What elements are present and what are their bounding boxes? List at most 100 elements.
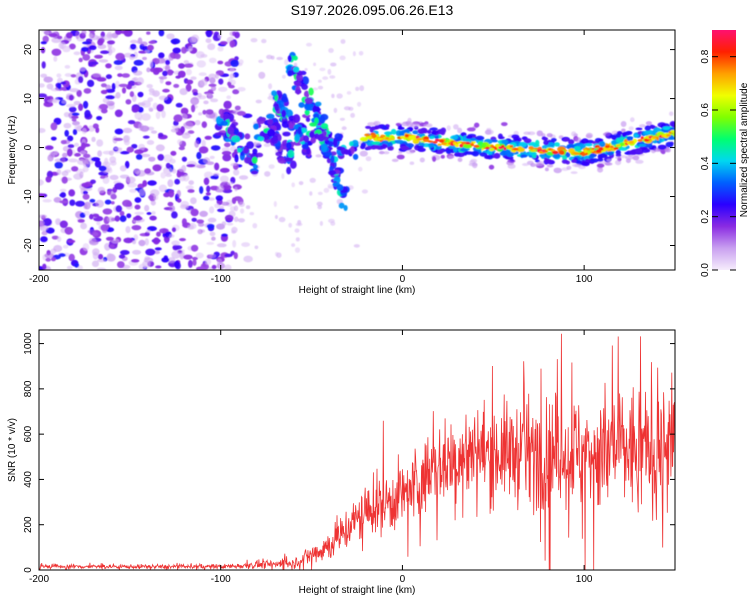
- spectrogram-cell: [313, 62, 317, 67]
- spectrogram-cell: [74, 124, 82, 130]
- x-tick-label: -200: [29, 574, 49, 585]
- spectrogram-cell: [183, 63, 194, 68]
- spectrogram-cell: [350, 112, 355, 118]
- spectrogram-cell: [234, 153, 239, 163]
- spectrogram-cell: [501, 139, 509, 145]
- spectrogram-cell: [304, 68, 308, 71]
- spectrogram-cell: [231, 135, 241, 143]
- spectrogram-cell: [226, 95, 232, 100]
- spectrogram-cell: [397, 126, 405, 130]
- spectrogram-cell: [191, 104, 196, 113]
- spectrogram-cell: [319, 67, 326, 72]
- spectrogram-cell: [124, 160, 130, 169]
- spectrogram-cell: [238, 59, 244, 65]
- colorbar-tick-label: 0.4: [700, 156, 711, 170]
- spectrogram-cell: [200, 78, 208, 86]
- spectrogram-cell: [315, 101, 322, 107]
- spectrogram-cell: [107, 40, 115, 45]
- spectrogram-cell: [101, 108, 108, 114]
- spectrogram-cell: [219, 41, 228, 45]
- spectrogram-cell: [266, 54, 273, 60]
- spectrogram-cell: [351, 139, 359, 147]
- spectrogram-cell: [123, 135, 130, 143]
- spectrogram-cell: [187, 189, 195, 193]
- spectrogram-cell: [315, 154, 322, 158]
- spectrogram-cell: [377, 137, 384, 141]
- spectrogram-cell: [147, 97, 154, 102]
- spectrogram-cell: [423, 123, 432, 127]
- spectrogram-cell: [210, 98, 219, 103]
- spectrogram-cell: [365, 146, 374, 150]
- spectrogram-cell: [240, 208, 245, 214]
- spectrogram-cell: [39, 220, 45, 226]
- spectrogram-cell: [621, 128, 626, 133]
- spectrogram-cell: [518, 146, 523, 151]
- spectrogram-cell: [243, 146, 250, 155]
- spectrogram-cell: [210, 175, 218, 180]
- spectrogram-cell: [551, 150, 559, 155]
- spectrogram-cell: [485, 129, 494, 135]
- spectrogram-cell: [615, 153, 622, 157]
- spectrogram-cell: [57, 82, 62, 90]
- spectrogram-cell: [183, 121, 194, 129]
- spectrogram-cell: [343, 205, 348, 211]
- spectrogram-cell: [253, 164, 259, 170]
- spectrogram-cell: [305, 117, 311, 122]
- spectrogram-cell: [327, 68, 332, 75]
- spectrogram-cell: [470, 143, 475, 147]
- spectrogram-cell: [390, 128, 397, 135]
- spectrogram-cell: [327, 185, 335, 189]
- spectrogram-cell: [97, 258, 107, 263]
- spectrogram-cell: [359, 85, 365, 92]
- spectrogram-cell: [81, 182, 90, 188]
- spectrogram-cell: [317, 85, 324, 90]
- spectrogram-cell: [215, 195, 223, 201]
- spectrogram-cell: [224, 214, 234, 222]
- spectrogram-cell: [163, 166, 173, 175]
- spectrogram-cell: [154, 250, 160, 255]
- spectrogram-cell: [512, 147, 519, 151]
- spectrogram-cell: [42, 218, 52, 227]
- colorbar-tick-label: 0.2: [700, 209, 711, 223]
- spectrogram-cell: [206, 185, 211, 193]
- spectrogram-cell: [465, 135, 473, 139]
- spectrogram-cell: [58, 41, 67, 50]
- spectrogram-cell: [295, 222, 303, 227]
- spectrogram-cell: [83, 153, 91, 158]
- spectrogram-cell: [109, 174, 119, 181]
- spectrogram-cell: [60, 191, 66, 198]
- spectrogram-cell: [60, 157, 66, 163]
- spectrogram-cell: [168, 189, 175, 198]
- spectrogram-cell: [105, 95, 115, 100]
- spectrogram-cell: [298, 181, 304, 186]
- spectrogram-cell: [64, 226, 74, 235]
- spectrogram-cell: [267, 96, 275, 100]
- spectrogram-cell: [188, 180, 194, 186]
- spectrogram-cell: [429, 136, 435, 139]
- spectrogram-cell: [309, 131, 315, 138]
- spectrogram-cell: [148, 40, 156, 45]
- spectrogram-cell: [405, 149, 415, 155]
- spectrogram-cell: [102, 229, 108, 234]
- spectrogram-cell: [523, 138, 532, 144]
- spectrogram-cell: [138, 263, 147, 270]
- spectrogram-cell: [171, 227, 177, 233]
- spectrogram-cell: [364, 133, 370, 137]
- x-tick-label: -100: [211, 274, 231, 285]
- spectrogram-cell: [176, 189, 181, 198]
- spectrogram-cell: [96, 139, 104, 147]
- spectrogram-cell: [277, 157, 287, 164]
- spectrogram-cell: [294, 81, 301, 87]
- spectrogram-cell: [171, 211, 178, 219]
- spectrogram-cell: [598, 147, 604, 151]
- spectrogram-cell: [522, 163, 529, 166]
- spectrogram-cell: [45, 257, 51, 262]
- spectrogram-cell: [80, 222, 87, 230]
- spectrogram-cell: [310, 136, 317, 144]
- spectrogram-cell: [39, 179, 44, 186]
- spectrogram-cell: [64, 65, 71, 69]
- spectrogram-cell: [221, 221, 227, 227]
- spectrogram-cell: [178, 175, 186, 182]
- spectrogram-cell: [621, 132, 627, 138]
